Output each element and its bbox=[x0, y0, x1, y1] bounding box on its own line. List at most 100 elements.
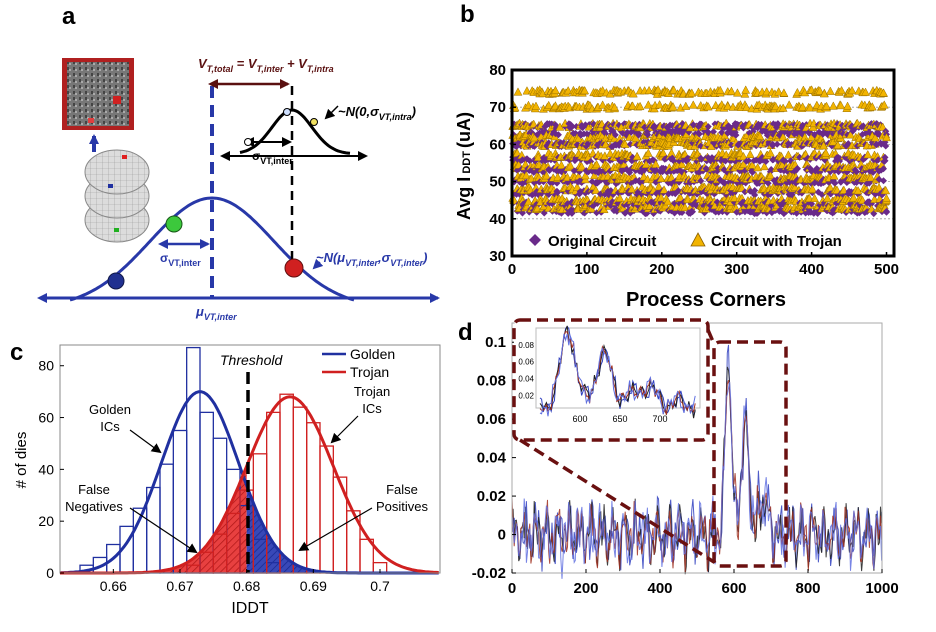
dot-blue bbox=[107, 272, 125, 290]
b-point-original bbox=[831, 179, 839, 187]
b-point-trojan bbox=[654, 181, 664, 191]
intra-label-arrow bbox=[324, 105, 339, 120]
b-point-trojan bbox=[879, 88, 888, 97]
b-point-trojan bbox=[688, 100, 698, 109]
b-point-trojan bbox=[551, 85, 560, 95]
d-xtick-label: 0 bbox=[508, 580, 516, 597]
wafer-stack bbox=[84, 149, 150, 243]
b-point-trojan bbox=[867, 102, 877, 111]
b-ytick-label: 40 bbox=[489, 211, 506, 228]
b-point-trojan bbox=[753, 162, 763, 172]
golden-bar bbox=[159, 463, 174, 574]
b-point-trojan bbox=[879, 100, 889, 109]
b-point-trojan bbox=[847, 85, 857, 95]
b-point-trojan bbox=[681, 101, 691, 110]
b-point-trojan bbox=[863, 149, 873, 159]
golden-bar bbox=[172, 429, 188, 574]
c-xtick-label: 0.7 bbox=[370, 578, 390, 594]
b-point-trojan bbox=[745, 149, 755, 159]
c-ytick-label: 40 bbox=[38, 461, 54, 477]
b-point-trojan bbox=[627, 184, 637, 193]
trojan-bar bbox=[279, 393, 294, 574]
b-point-original bbox=[883, 208, 891, 216]
b-point-trojan bbox=[524, 197, 533, 206]
b-point-original bbox=[793, 209, 801, 217]
b-point-trojan bbox=[849, 193, 858, 202]
b-point-trojan bbox=[645, 201, 655, 210]
b-point-trojan bbox=[829, 171, 839, 180]
trojan-bar bbox=[292, 406, 308, 574]
b-point-original bbox=[874, 156, 882, 164]
c-ticks: 0.66 0.67 0.68 0.69 0.7 0 20 40 60 80 bbox=[38, 358, 390, 594]
inset-frame bbox=[512, 318, 710, 442]
b-point-original bbox=[773, 140, 781, 148]
b-point-trojan bbox=[779, 88, 789, 97]
inset-xtick-label: 650 bbox=[612, 414, 627, 424]
b-point-original bbox=[704, 123, 712, 131]
panel-label-c: c bbox=[10, 339, 23, 366]
b-point-trojan bbox=[531, 101, 541, 110]
b-point-trojan bbox=[870, 133, 880, 142]
d-ytick-label: 0.06 bbox=[477, 411, 506, 428]
sigma-intra-label: σVT,inter bbox=[252, 149, 293, 166]
b-point-trojan bbox=[739, 159, 748, 168]
b-point-trojan bbox=[733, 88, 742, 97]
b-point-trojan bbox=[774, 87, 784, 96]
b-point-trojan bbox=[825, 86, 835, 95]
zoom-window bbox=[712, 340, 788, 568]
b-point-trojan bbox=[680, 202, 690, 212]
b-point-original bbox=[751, 187, 759, 195]
b-point-trojan bbox=[874, 182, 884, 192]
b-point-original bbox=[626, 140, 634, 148]
b-point-trojan bbox=[836, 100, 846, 110]
intra-point-2 bbox=[283, 108, 291, 116]
b-point-trojan bbox=[822, 193, 832, 202]
b-point-original bbox=[689, 208, 697, 216]
b-point-trojan bbox=[533, 152, 543, 161]
b-point-trojan bbox=[815, 86, 825, 95]
c-ytick-label: 60 bbox=[38, 410, 54, 426]
b-point-original bbox=[526, 157, 534, 165]
b-ytick-label: 50 bbox=[489, 174, 506, 191]
b-point-trojan bbox=[810, 193, 820, 203]
inset-plot-frame bbox=[535, 327, 701, 409]
c-shaded-regions bbox=[140, 466, 347, 573]
b-point-trojan bbox=[778, 132, 788, 141]
b-point-trojan bbox=[783, 150, 793, 159]
b-point-trojan bbox=[610, 102, 620, 112]
b-point-trojan bbox=[687, 88, 697, 97]
dot-red bbox=[284, 258, 304, 278]
d-ytick-label: 0.04 bbox=[477, 450, 507, 467]
b-point-trojan bbox=[748, 160, 757, 169]
b-legend-trojan: Circuit with Trojan bbox=[711, 233, 842, 250]
c-xtick-label: 0.67 bbox=[166, 578, 193, 594]
trojan-ics-arrow bbox=[330, 415, 359, 444]
b-point-trojan bbox=[821, 148, 831, 157]
b-xtick-label: 500 bbox=[874, 261, 899, 278]
b-legend-marker-original bbox=[529, 234, 541, 246]
b-point-trojan bbox=[524, 100, 533, 110]
b-point-trojan bbox=[632, 151, 642, 161]
inset-ytick-label: 0.08 bbox=[518, 341, 534, 350]
b-point-original bbox=[793, 164, 801, 172]
b-point-original bbox=[853, 168, 861, 176]
b-point-trojan bbox=[605, 148, 615, 158]
b-point-trojan bbox=[544, 100, 554, 110]
b-point-trojan bbox=[760, 161, 769, 171]
b-point-trojan bbox=[651, 159, 661, 168]
b-xtick-label: 0 bbox=[508, 261, 516, 278]
c-ytick-label: 80 bbox=[38, 358, 54, 374]
b-point-trojan bbox=[598, 100, 608, 109]
b-ytick-label: 60 bbox=[489, 136, 506, 153]
intra-dist-label: ~N(0,σVT,intra) bbox=[338, 104, 416, 122]
c-xtick-label: 0.66 bbox=[100, 578, 127, 594]
b-point-trojan bbox=[819, 141, 829, 150]
b-point-trojan bbox=[566, 161, 575, 170]
b-point-trojan bbox=[730, 193, 739, 202]
b-point-trojan bbox=[882, 132, 891, 142]
intra-point-1 bbox=[244, 138, 252, 146]
b-point-trojan bbox=[765, 170, 775, 180]
d-ticks: 0 200 400 600 800 1000-0.0200.020.040.060.080… bbox=[472, 334, 899, 597]
c-xlabel: IDDT bbox=[231, 600, 269, 617]
b-point-trojan bbox=[619, 159, 629, 169]
